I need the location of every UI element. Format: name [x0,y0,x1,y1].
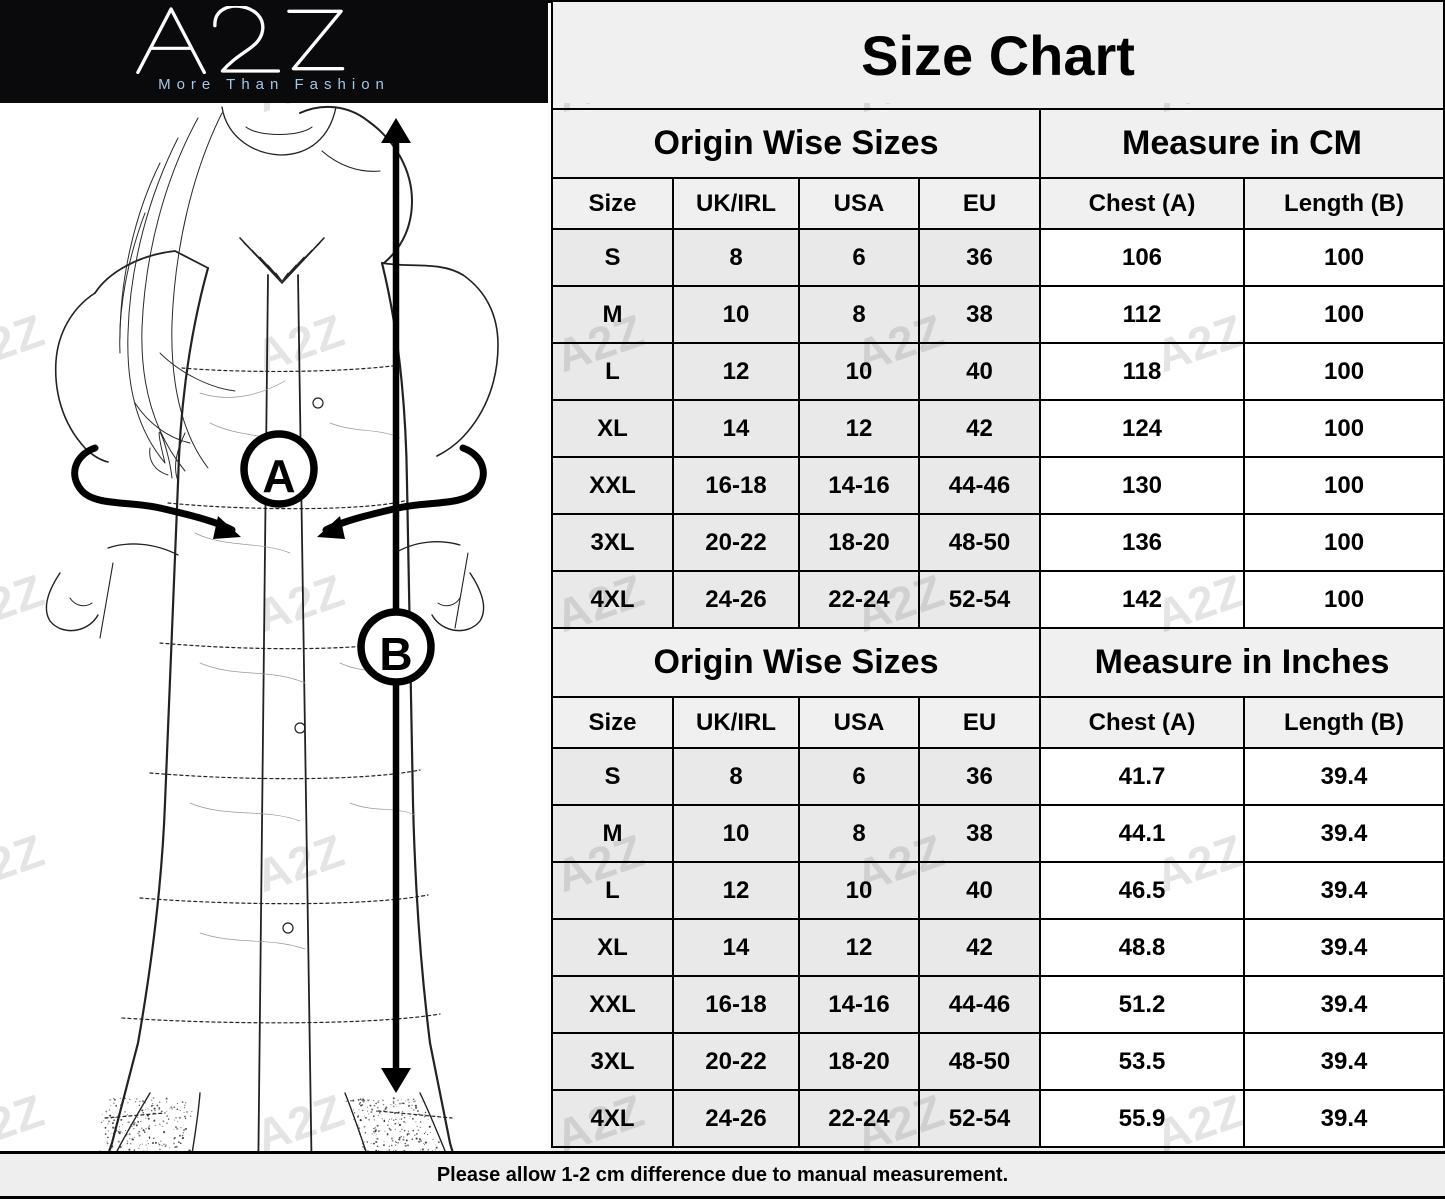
svg-text:B: B [379,628,412,680]
svg-text:A: A [262,450,295,502]
